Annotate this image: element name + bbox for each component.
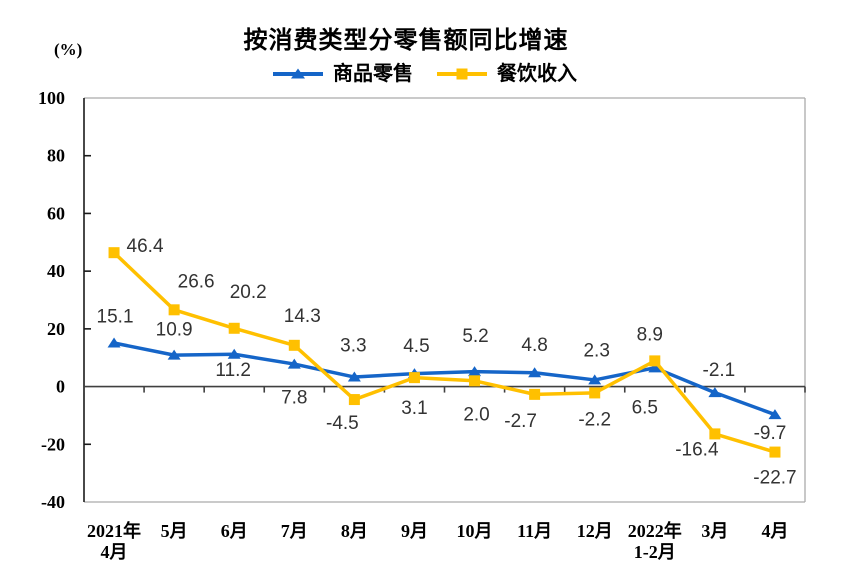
- data-label-catering-income: 2.0: [463, 404, 489, 425]
- data-label-catering-income: -2.2: [578, 409, 611, 430]
- marker-catering-income: [228, 322, 240, 334]
- marker-catering-income: [469, 375, 481, 387]
- marker-goods-retail: [468, 366, 482, 377]
- legend-item-catering-income: 餐饮收入: [437, 64, 577, 84]
- series-line-catering-income: [112, 250, 777, 454]
- x-category-label: 8月: [341, 521, 368, 541]
- data-label-catering-income: -2.7: [504, 411, 537, 432]
- marker-goods-retail: [227, 348, 241, 359]
- marker-catering-income: [288, 339, 300, 351]
- y-tick-label: 0: [56, 377, 65, 397]
- data-label-goods-retail: 6.5: [632, 397, 658, 418]
- marker-goods-retail: [768, 409, 782, 420]
- marker-goods-retail: [708, 387, 722, 398]
- marker-catering-income: [408, 372, 420, 384]
- marker-goods-retail: [347, 371, 361, 382]
- data-label-goods-retail: 4.5: [403, 336, 429, 357]
- marker-catering-income: [168, 304, 180, 316]
- data-label-catering-income: 20.2: [230, 282, 267, 303]
- x-category-label: 1-2月: [634, 542, 676, 562]
- marker-goods-retail: [588, 374, 602, 385]
- x-category-label: 9月: [401, 521, 428, 541]
- marker-catering-income: [108, 247, 120, 259]
- chart-title: 按消费类型分零售额同比增速: [243, 27, 569, 54]
- y-tick-label: 20: [47, 319, 65, 339]
- x-category-label: 2022年: [628, 520, 682, 541]
- marker-catering-income: [769, 446, 781, 458]
- data-label-catering-income: 26.6: [178, 271, 215, 292]
- data-label-goods-retail: 4.8: [521, 335, 547, 356]
- data-label-goods-retail: 5.2: [462, 326, 488, 347]
- legend-line-sample: [273, 68, 323, 79]
- data-label-catering-income: -16.4: [675, 439, 719, 460]
- data-label-goods-retail: 11.2: [215, 360, 251, 381]
- data-label-goods-retail: 10.9: [156, 320, 193, 341]
- legend-label: 商品零售: [333, 63, 413, 85]
- marker-catering-income: [529, 388, 541, 400]
- marker-catering-income: [589, 387, 601, 399]
- data-label-goods-retail: 7.8: [281, 388, 307, 409]
- x-category-label: 5月: [161, 521, 188, 541]
- legend-label: 餐饮收入: [497, 63, 577, 85]
- y-axis-unit-label: (%): [54, 40, 83, 59]
- y-tick-label: 40: [47, 261, 65, 281]
- data-label-catering-income: 8.9: [637, 324, 663, 345]
- data-label-catering-income: -22.7: [753, 468, 796, 489]
- square-marker-icon: [456, 68, 468, 80]
- legend: 商品零售 餐饮收入: [0, 61, 850, 87]
- data-label-catering-income: -4.5: [326, 413, 359, 434]
- y-tick-label: 80: [47, 146, 65, 166]
- data-label-catering-income: 46.4: [127, 236, 164, 257]
- x-category-label: 10月: [457, 521, 493, 541]
- x-category-label: 2021年: [87, 520, 141, 541]
- marker-goods-retail: [167, 349, 181, 360]
- marker-goods-retail: [287, 358, 301, 369]
- data-label-goods-retail: -9.7: [754, 423, 787, 444]
- marker-goods-retail: [528, 367, 542, 378]
- data-label-goods-retail: 2.3: [583, 340, 609, 361]
- legend-item-goods-retail: 商品零售: [273, 64, 413, 84]
- y-tick-label: -40: [41, 492, 65, 512]
- x-category-label: 6月: [221, 521, 248, 541]
- data-label-catering-income: 3.1: [401, 398, 427, 419]
- marker-catering-income: [649, 355, 661, 367]
- marker-catering-income: [709, 428, 721, 440]
- marker-catering-income: [348, 394, 360, 406]
- legend-line-sample: [437, 68, 487, 80]
- marker-goods-retail: [107, 337, 121, 348]
- x-category-label: 4月: [761, 521, 788, 541]
- y-tick-label: 100: [38, 88, 65, 108]
- y-tick-label: -20: [41, 434, 65, 454]
- x-category-label: 3月: [701, 521, 728, 541]
- data-label-goods-retail: 3.3: [340, 336, 366, 357]
- x-category-label: 4月: [101, 542, 128, 562]
- x-category-label: 7月: [281, 521, 308, 541]
- data-label-goods-retail: 15.1: [97, 306, 134, 327]
- marker-goods-retail: [648, 362, 662, 373]
- x-category-label: 11月: [517, 521, 552, 541]
- y-tick-label: 60: [47, 203, 65, 223]
- data-label-goods-retail: -2.1: [703, 360, 736, 381]
- data-label-catering-income: 14.3: [284, 306, 321, 327]
- triangle-marker-icon: [291, 68, 305, 79]
- x-category-label: 12月: [577, 521, 613, 541]
